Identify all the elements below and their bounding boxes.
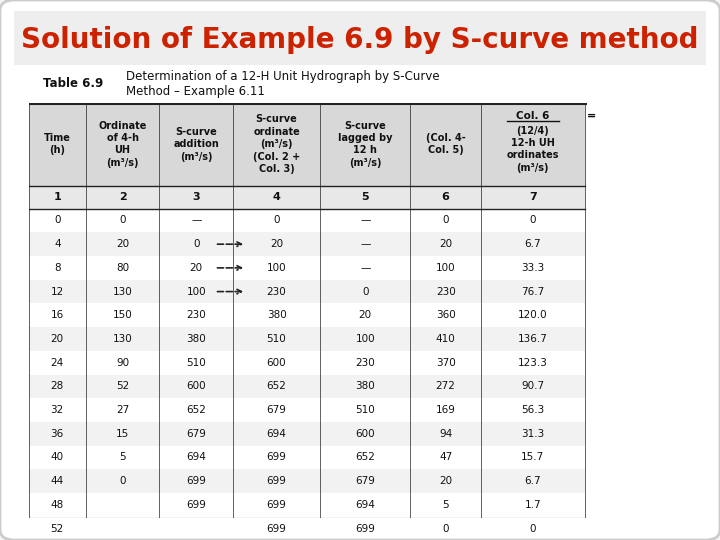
Text: 699: 699 <box>266 500 287 510</box>
Text: 5: 5 <box>120 453 126 462</box>
Text: 24: 24 <box>50 357 64 368</box>
Text: 12: 12 <box>50 287 64 296</box>
Text: 20: 20 <box>439 476 452 486</box>
Text: 90: 90 <box>116 357 129 368</box>
Bar <box>29 493 585 517</box>
Text: 6.7: 6.7 <box>524 239 541 249</box>
Text: 6: 6 <box>441 192 449 202</box>
Text: 0: 0 <box>362 287 369 296</box>
Text: 31.3: 31.3 <box>521 429 544 439</box>
Text: 8: 8 <box>54 263 60 273</box>
Text: 699: 699 <box>266 453 287 462</box>
Text: 136.7: 136.7 <box>518 334 548 344</box>
Bar <box>29 422 585 446</box>
Bar <box>29 351 585 375</box>
Text: 1: 1 <box>53 192 61 202</box>
Text: 15: 15 <box>116 429 129 439</box>
Text: 0: 0 <box>120 476 126 486</box>
Text: 699: 699 <box>356 524 375 534</box>
Text: 699: 699 <box>266 524 287 534</box>
Text: 44: 44 <box>50 476 64 486</box>
Text: 90.7: 90.7 <box>521 381 544 391</box>
Text: 510: 510 <box>266 334 287 344</box>
Text: 20: 20 <box>359 310 372 320</box>
Text: 20: 20 <box>50 334 64 344</box>
Text: 33.3: 33.3 <box>521 263 544 273</box>
Text: 20: 20 <box>270 239 283 249</box>
Text: 699: 699 <box>266 476 287 486</box>
Text: Col. 6: Col. 6 <box>516 111 549 121</box>
Text: S-curve
lagged by
12 h
(m³/s): S-curve lagged by 12 h (m³/s) <box>338 120 392 168</box>
Bar <box>29 103 585 186</box>
Text: 679: 679 <box>356 476 375 486</box>
Text: Ordinate
of 4-h
UH
(m³/s): Ordinate of 4-h UH (m³/s) <box>99 120 147 168</box>
Text: 694: 694 <box>266 429 287 439</box>
Text: 5: 5 <box>442 500 449 510</box>
Text: 0: 0 <box>442 215 449 226</box>
Text: 20: 20 <box>189 263 203 273</box>
Text: 94: 94 <box>439 429 452 439</box>
Bar <box>14 11 706 65</box>
Text: 510: 510 <box>186 357 206 368</box>
Bar <box>29 469 585 493</box>
Text: 652: 652 <box>186 405 206 415</box>
Text: 20: 20 <box>439 239 452 249</box>
Text: 150: 150 <box>112 310 132 320</box>
Text: 694: 694 <box>186 453 206 462</box>
Text: 679: 679 <box>266 405 287 415</box>
Text: 0: 0 <box>274 215 280 226</box>
Text: 0: 0 <box>529 524 536 534</box>
Text: 100: 100 <box>186 287 206 296</box>
Text: 230: 230 <box>356 357 375 368</box>
Text: 130: 130 <box>112 334 132 344</box>
Text: 100: 100 <box>266 263 287 273</box>
Bar <box>29 375 585 398</box>
Text: 52: 52 <box>50 524 64 534</box>
Bar <box>29 186 585 208</box>
Text: 510: 510 <box>356 405 375 415</box>
Text: 230: 230 <box>186 310 206 320</box>
Bar <box>29 446 585 469</box>
Text: 600: 600 <box>266 357 287 368</box>
Text: 6.7: 6.7 <box>524 476 541 486</box>
Text: —: — <box>360 215 371 226</box>
Text: 5: 5 <box>361 192 369 202</box>
Text: 380: 380 <box>356 381 375 391</box>
Text: 56.3: 56.3 <box>521 405 544 415</box>
Text: 2: 2 <box>119 192 127 202</box>
Text: Determination of a 12-H Unit Hydrograph by S-Curve
Method – Example 6.11: Determination of a 12-H Unit Hydrograph … <box>126 70 440 98</box>
Text: 15.7: 15.7 <box>521 453 544 462</box>
Bar <box>29 256 585 280</box>
Bar <box>29 208 585 232</box>
Text: 0: 0 <box>120 215 126 226</box>
Text: 0: 0 <box>529 215 536 226</box>
Text: 410: 410 <box>436 334 456 344</box>
Text: 600: 600 <box>186 381 206 391</box>
Text: S-curve
addition
(m³/s): S-curve addition (m³/s) <box>174 127 219 161</box>
Text: Time
(h): Time (h) <box>44 133 71 156</box>
Text: 652: 652 <box>266 381 287 391</box>
Text: 100: 100 <box>436 263 456 273</box>
Text: 100: 100 <box>356 334 375 344</box>
Text: 169: 169 <box>436 405 456 415</box>
Text: 123.3: 123.3 <box>518 357 548 368</box>
Text: Solution of Example 6.9 by S-curve method: Solution of Example 6.9 by S-curve metho… <box>22 26 698 55</box>
Text: 230: 230 <box>436 287 456 296</box>
Text: 28: 28 <box>50 381 64 391</box>
Text: 0: 0 <box>193 239 199 249</box>
Text: 380: 380 <box>266 310 287 320</box>
Text: 47: 47 <box>439 453 452 462</box>
Text: 32: 32 <box>50 405 64 415</box>
Text: 4: 4 <box>54 239 60 249</box>
Text: 0: 0 <box>54 215 60 226</box>
Text: 48: 48 <box>50 500 64 510</box>
Text: 652: 652 <box>356 453 375 462</box>
Text: Table 6.9: Table 6.9 <box>43 77 104 90</box>
Bar <box>29 303 585 327</box>
Bar <box>29 232 585 256</box>
Text: 699: 699 <box>186 476 206 486</box>
Bar <box>29 398 585 422</box>
Text: (12/4)
12-h UH
ordinates
(m³/s): (12/4) 12-h UH ordinates (m³/s) <box>506 126 559 173</box>
Text: 4: 4 <box>273 192 281 202</box>
Text: S-curve
ordinate
(m³/s)
(Col. 2 +
Col. 3): S-curve ordinate (m³/s) (Col. 2 + Col. 3… <box>253 114 300 174</box>
